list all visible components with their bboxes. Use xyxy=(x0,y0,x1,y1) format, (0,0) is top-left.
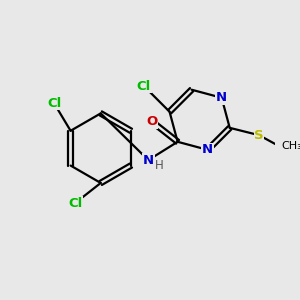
Text: S: S xyxy=(254,129,264,142)
Text: Cl: Cl xyxy=(137,80,151,93)
Text: H: H xyxy=(155,159,164,172)
Text: Cl: Cl xyxy=(68,196,82,210)
Text: O: O xyxy=(146,115,158,128)
Text: CH₃: CH₃ xyxy=(281,141,300,151)
Text: N: N xyxy=(143,154,154,166)
Text: N: N xyxy=(216,91,227,104)
Text: Cl: Cl xyxy=(47,97,61,110)
Text: N: N xyxy=(202,143,213,156)
